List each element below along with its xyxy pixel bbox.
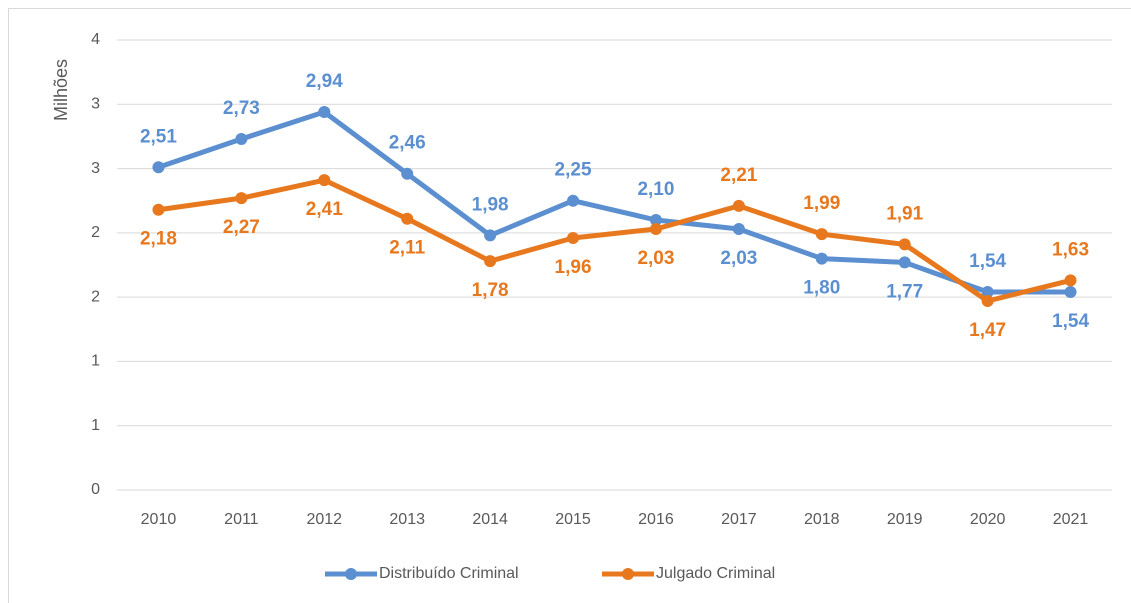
series-line <box>158 177 1072 304</box>
point <box>649 223 662 235</box>
y-tick-label: 1 <box>91 353 100 370</box>
point <box>484 255 497 268</box>
point <box>484 229 497 242</box>
y-tick-label: 0 <box>91 481 100 498</box>
data-label: 1,98 <box>472 194 509 215</box>
x-tick-label: 2018 <box>804 511 840 528</box>
point <box>567 194 580 207</box>
data-label: 1,80 <box>803 278 840 299</box>
y-tick-label: 2 <box>91 288 100 305</box>
y-axis-label: Milhões <box>51 59 71 121</box>
y-tick-label: 1 <box>91 417 100 434</box>
x-tick-label: 2011 <box>224 511 259 528</box>
x-tick-label: 2010 <box>141 511 177 528</box>
point <box>815 252 828 265</box>
legend-marker <box>622 568 634 580</box>
point <box>981 286 994 298</box>
y-tick-label: 3 <box>91 96 100 113</box>
point <box>152 161 165 174</box>
data-label: 1,96 <box>555 257 592 278</box>
point <box>401 167 414 180</box>
point <box>235 192 248 205</box>
point <box>898 256 911 269</box>
point <box>815 228 828 241</box>
data-label: 2,03 <box>637 248 674 269</box>
legend-label: Distribuído Criminal <box>379 565 519 582</box>
point <box>1064 274 1077 287</box>
series-line <box>157 109 1071 295</box>
x-tick-label: 2013 <box>389 511 425 528</box>
point <box>1064 286 1077 298</box>
point <box>649 214 662 226</box>
data-label: 2,10 <box>637 179 674 200</box>
chart-border <box>8 8 1131 603</box>
data-label: 2,21 <box>720 165 757 186</box>
point <box>401 212 414 225</box>
y-tick-label: 4 <box>91 31 100 48</box>
point <box>152 203 165 216</box>
point <box>318 106 331 118</box>
data-label: 2,27 <box>223 217 260 238</box>
legend-label: Julgado Criminal <box>656 565 775 582</box>
data-label: 1,54 <box>969 251 1006 272</box>
point <box>732 199 745 212</box>
data-label: 2,94 <box>306 71 343 92</box>
data-label: 1,78 <box>472 280 509 301</box>
data-label: 2,03 <box>720 248 757 269</box>
point <box>898 238 911 251</box>
data-label: 2,18 <box>140 229 177 250</box>
data-label: 1,91 <box>886 203 923 224</box>
data-label: 1,63 <box>1052 239 1089 260</box>
x-tick-label: 2014 <box>472 511 508 528</box>
point <box>981 295 994 307</box>
legend-marker <box>345 568 357 580</box>
data-label: 2,25 <box>555 160 592 181</box>
data-label: 1,77 <box>886 281 923 302</box>
x-tick-label: 2017 <box>721 511 757 528</box>
point <box>318 174 331 187</box>
data-label: 2,73 <box>223 98 260 119</box>
point <box>732 223 745 235</box>
data-label: 1,47 <box>969 320 1006 341</box>
data-label: 2,11 <box>389 238 425 259</box>
data-label: 1,99 <box>803 193 840 214</box>
data-label: 2,46 <box>389 133 426 154</box>
data-label: 2,41 <box>306 199 343 220</box>
x-tick-label: 2012 <box>306 511 342 528</box>
x-tick-label: 2020 <box>970 511 1006 528</box>
y-tick-label: 3 <box>91 160 100 177</box>
data-label: 1,54 <box>1052 311 1089 332</box>
x-tick-label: 2016 <box>638 511 674 528</box>
data-label: 2,51 <box>140 126 177 147</box>
point <box>235 133 248 145</box>
x-tick-label: 2021 <box>1053 511 1089 528</box>
point <box>567 232 580 244</box>
x-tick-label: 2015 <box>555 511 591 528</box>
y-tick-label: 2 <box>91 224 100 241</box>
x-tick-label: 2019 <box>887 511 923 528</box>
